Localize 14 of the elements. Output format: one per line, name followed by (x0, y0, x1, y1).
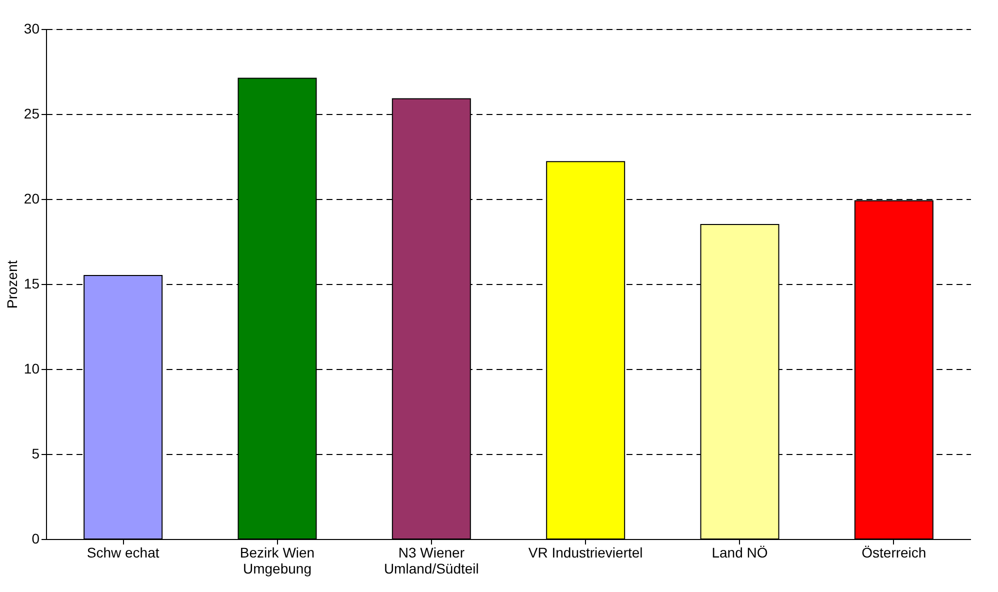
x-tick-label: Bezirk Wien Umgebung (240, 544, 315, 576)
y-tick-label: 25 (24, 106, 40, 122)
y-tick-label: 10 (24, 360, 40, 376)
y-tick-label: 5 (32, 446, 40, 462)
x-tick-label: Österreich (862, 544, 926, 560)
x-tick-label: VR Industrieviertel (528, 544, 643, 560)
y-tick-label: 15 (24, 276, 40, 292)
x-tick-label: N3 Wiener Umland/Südteil (384, 544, 479, 576)
x-tick-label: Land NÖ (712, 544, 768, 560)
y-tick-label: 30 (24, 20, 40, 36)
y-axis-title: Prozent (4, 260, 20, 309)
y-tick-label: 0 (32, 530, 40, 546)
y-tick-label: 20 (24, 190, 40, 206)
x-tick-label: Schw echat (86, 544, 160, 560)
